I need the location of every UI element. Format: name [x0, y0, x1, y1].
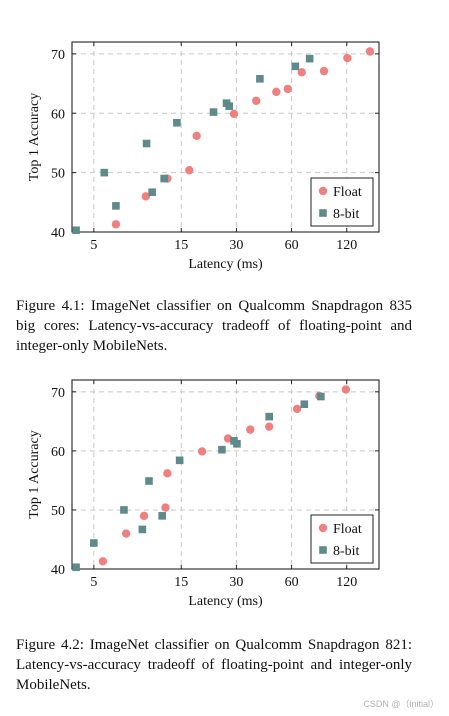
data-point-float — [272, 87, 281, 97]
data-point-8-bit — [90, 539, 98, 547]
data-point-8-bit — [300, 400, 309, 409]
data-point-float — [139, 511, 149, 521]
figure-1: 5 15 30 60 120 40 50 60 70 Latency (ms) Top 1 Accu… — [16, 41, 412, 354]
data-point-float — [111, 220, 121, 229]
data-point-8-bit — [225, 102, 234, 110]
data-point-float — [141, 192, 150, 201]
x-axis-label: Latency (ms) — [188, 257, 263, 272]
data-point-float — [343, 53, 352, 63]
watermark: CSDN @（initial） — [363, 699, 439, 709]
data-point-8-bit — [317, 392, 325, 401]
data-point-float — [121, 529, 131, 538]
y-tick-label: 50 — [51, 167, 65, 182]
data-point-8-bit — [112, 202, 120, 210]
data-point-8-bit — [233, 439, 241, 448]
y-tick-label: 60 — [51, 445, 65, 460]
data-point-8-bit — [265, 412, 274, 421]
x-tick-label: 5 — [90, 575, 97, 590]
data-point-8-bit — [218, 445, 226, 454]
y-tick-label: 70 — [51, 48, 65, 63]
legend-box — [310, 177, 374, 227]
data-point-float — [163, 469, 172, 478]
plot-frame — [71, 379, 380, 570]
data-point-float — [246, 425, 255, 434]
x-tick-label: 5 — [90, 238, 97, 253]
data-point-float — [297, 68, 306, 77]
data-point-float — [365, 47, 375, 56]
data-point-8-bit — [138, 525, 147, 534]
data-point-float — [341, 385, 351, 394]
data-point-8-bit — [209, 108, 218, 116]
data-point-float — [283, 84, 292, 94]
data-point-float — [192, 131, 201, 141]
x-tick-label: 15 — [174, 575, 188, 590]
legend-box — [310, 514, 374, 564]
y-tick-label: 60 — [51, 107, 65, 122]
y-tick-label: 40 — [51, 226, 65, 241]
legend-label: Float — [333, 185, 362, 200]
data-point-8-bit — [175, 456, 184, 465]
data-point-float — [223, 434, 233, 443]
x-tick-label: 60 — [285, 238, 299, 253]
data-point-8-bit — [158, 512, 166, 520]
legend: Float 8-bit — [310, 514, 374, 564]
data-point-8-bit — [148, 188, 156, 197]
y-tick-label: 50 — [51, 504, 65, 519]
y-axis-label: Top 1 Accuracy — [27, 93, 42, 181]
legend-marker-float — [318, 523, 328, 533]
x-tick-label: 120 — [336, 238, 357, 253]
legend-label: 8-bit — [333, 207, 360, 222]
legend-marker-float — [318, 186, 328, 196]
data-point-8-bit — [120, 506, 128, 514]
legend-marker-8bit — [319, 546, 327, 554]
data-point-8-bit — [72, 226, 80, 235]
data-point-float — [292, 404, 302, 414]
legend-label: Float — [333, 522, 362, 537]
data-point-8-bit — [142, 139, 151, 148]
x-tick-label: 15 — [174, 238, 188, 253]
data-point-8-bit — [160, 174, 168, 183]
figure-2: 5 15 30 60 120 40 50 60 70 Latency (ms) Top 1 Accu… — [0, 370, 449, 716]
data-point-8-bit — [291, 62, 300, 71]
x-tick-label: 30 — [229, 238, 243, 253]
figure-2-caption: Figure 4.2: ImageNet classifier on Qualc… — [16, 637, 412, 693]
data-point-float — [161, 503, 170, 512]
chart-figure-1: 5 15 30 60 120 40 50 60 70 Latency (ms) Top 1 Accu… — [27, 41, 380, 272]
figure-1-caption: Figure 4.1: ImageNet classifier on Qualc… — [16, 298, 412, 354]
data-point-8-bit — [305, 54, 314, 63]
data-point-float — [185, 166, 194, 175]
data-point-float — [98, 557, 108, 566]
x-tick-label: 60 — [285, 575, 299, 590]
x-tick-label: 120 — [336, 575, 357, 590]
data-point-8-bit — [100, 168, 109, 177]
legend-marker-8bit — [319, 209, 327, 217]
y-tick-label: 70 — [51, 386, 65, 401]
data-point-8-bit — [173, 118, 181, 127]
y-tick-label: 40 — [51, 563, 65, 578]
x-axis-label: Latency (ms) — [188, 594, 263, 609]
legend-label: 8-bit — [333, 544, 360, 559]
data-point-float — [229, 109, 239, 119]
data-point-float — [252, 96, 261, 105]
data-point-float — [197, 447, 207, 456]
data-point-float — [319, 66, 329, 76]
data-point-8-bit — [145, 477, 153, 485]
legend: Float 8-bit — [310, 177, 374, 227]
x-tick-label: 30 — [229, 575, 243, 590]
chart-figure-2: 5 15 30 60 120 40 50 60 70 Latency (ms) Top 1 Accu… — [27, 379, 380, 609]
data-point-float — [265, 422, 274, 431]
plot-frame — [71, 41, 380, 233]
y-axis-label: Top 1 Accuracy — [27, 430, 42, 518]
data-point-8-bit — [256, 75, 264, 83]
data-point-8-bit — [72, 563, 80, 572]
